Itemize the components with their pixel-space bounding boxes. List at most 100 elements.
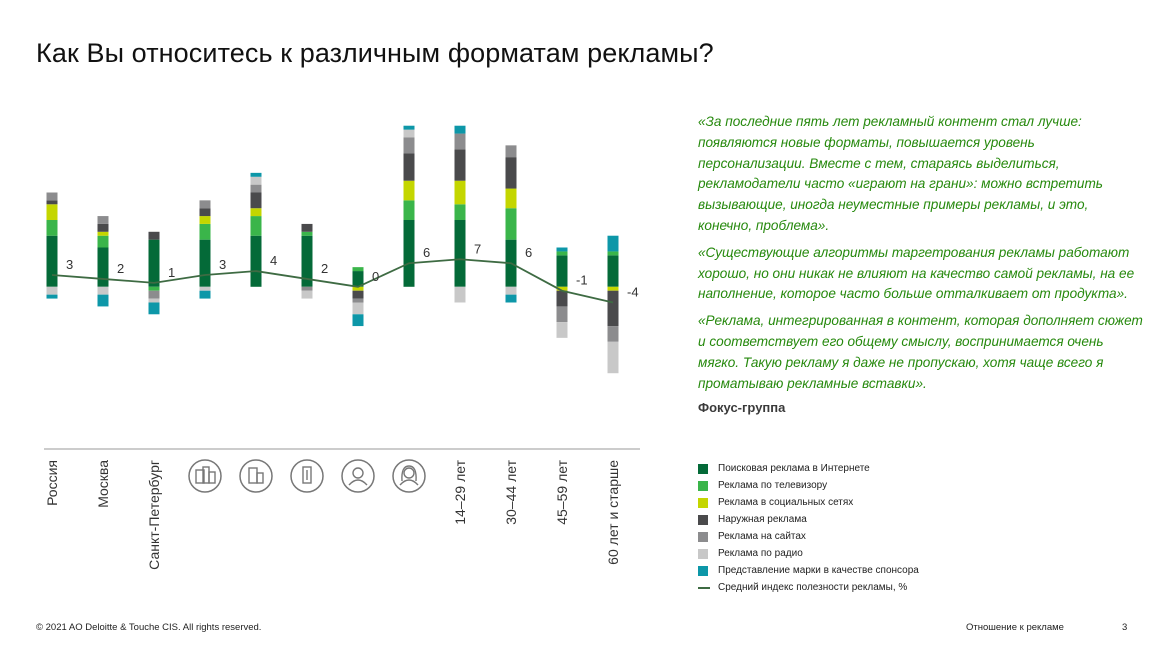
bar-segment-1-4 — [46, 200, 58, 205]
bar-segment-1-1 — [46, 235, 58, 287]
bar-segment-5-3 — [250, 208, 262, 217]
legend-swatch-5 — [698, 531, 708, 542]
legend-item-1: Поисковая реклама в Интернете — [698, 460, 919, 477]
bar-segment-4-4 — [199, 208, 211, 217]
bar-segment-3-1 — [148, 239, 160, 287]
bar-segment-4-7 — [199, 290, 211, 299]
legend-swatch-3 — [698, 497, 708, 508]
bar-segment-7-6 — [352, 302, 364, 315]
bar-segment-9-1 — [454, 220, 466, 287]
medium-city-icon-part-2 — [256, 472, 264, 484]
bar-segment-12-7 — [607, 235, 619, 252]
quote-source: Фокус-группа — [698, 400, 786, 416]
bar-segment-5-4 — [250, 192, 262, 209]
bar-segment-5-2 — [250, 216, 262, 236]
bar-segment-7-5 — [352, 298, 364, 303]
line-value-label-1: 3 — [66, 257, 73, 272]
male-icon-body — [348, 479, 368, 486]
male-icon-ring — [341, 459, 375, 493]
line-value-label-3: 1 — [168, 265, 175, 280]
bar-segment-2-7 — [97, 294, 109, 307]
bar-segment-2-6 — [97, 286, 109, 295]
bar-segment-6-6 — [301, 290, 313, 299]
line-value-label-4: 3 — [219, 257, 226, 272]
bar-segment-8-2 — [403, 200, 415, 220]
bar-segment-3-5 — [148, 290, 160, 299]
page-number: 3 — [1122, 622, 1128, 633]
bar-segment-7-1 — [352, 271, 364, 287]
line-value-label-11: -1 — [576, 273, 588, 288]
category-label-10: 30–44 лет — [503, 459, 519, 524]
bar-segment-6-2 — [301, 231, 313, 236]
bar-segment-9-2 — [454, 204, 466, 220]
bar-segment-4-2 — [199, 223, 211, 240]
legend-line-swatch — [698, 586, 710, 589]
bar-segment-4-3 — [199, 216, 211, 224]
female-icon-head — [403, 467, 415, 479]
legend-label-5: Реклама на сайтах — [718, 531, 806, 542]
line-value-label-9: 7 — [474, 241, 481, 256]
bar-segment-9-4 — [454, 149, 466, 181]
bar-segment-11-3 — [556, 286, 568, 291]
bar-segment-5-5 — [250, 184, 262, 193]
category-label-1: Россия — [44, 460, 60, 506]
bar-segment-12-1 — [607, 255, 619, 287]
bar-segment-3-7 — [148, 302, 160, 315]
bar-segment-8-3 — [403, 180, 415, 201]
bar-segment-2-2 — [97, 235, 109, 248]
bar-segment-10-2 — [505, 208, 517, 240]
medium-city-icon — [239, 459, 273, 493]
bar-segment-5-6 — [250, 176, 262, 185]
legend-item-line: Средний индекс полезности рекламы, % — [698, 579, 919, 596]
female-icon — [392, 459, 426, 493]
line-value-label-2: 2 — [117, 261, 124, 276]
bar-segment-8-6 — [403, 129, 415, 138]
quote-2: «Существующие алгоритмы таргетрования ре… — [698, 244, 1135, 302]
legend-swatch-2 — [698, 480, 708, 491]
category-label-3: Санкт-Петербург — [146, 460, 162, 570]
bar-segment-11-5 — [556, 306, 568, 323]
bar-segment-10-5 — [505, 145, 517, 158]
bar-segment-7-4 — [352, 290, 364, 299]
bar-segment-1-7 — [46, 294, 58, 299]
legend-item-2: Реклама по телевизору — [698, 477, 919, 494]
bar-segment-1-5 — [46, 192, 58, 201]
medium-city-icon-part-1 — [248, 467, 258, 484]
bar-segment-8-7 — [403, 125, 415, 130]
bar-segment-11-7 — [556, 247, 568, 252]
bar-segment-11-1 — [556, 255, 568, 287]
legend-item-3: Реклама в социальных сетях — [698, 494, 919, 511]
footer-section-title: Отношение к рекламе — [966, 622, 1064, 633]
bar-segment-12-5 — [607, 326, 619, 342]
male-icon — [341, 459, 375, 493]
line-value-label-5: 4 — [270, 253, 277, 268]
bar-segment-10-6 — [505, 286, 517, 295]
small-city-icon-ring — [290, 459, 324, 493]
line-value-label-12: -4 — [627, 285, 639, 300]
quote-1: «За последние пять лет рекламный контент… — [698, 114, 1103, 233]
bar-segment-7-3 — [352, 286, 364, 291]
bar-segment-1-6 — [46, 286, 58, 295]
stacked-bar-chart: 3 2 1 3 4 2 0 6 7 6 -1 -4 Россия Москва Санкт-Петербур… — [44, 125, 640, 570]
large-city-icon-ring — [188, 459, 222, 493]
bar-segment-9-6 — [454, 286, 466, 303]
bar-segment-3-2 — [148, 286, 160, 291]
chart-legend: Поисковая реклама в Интернете Реклама по … — [698, 460, 919, 596]
line-value-label-7: 0 — [372, 269, 379, 284]
category-label-9: 14–29 лет — [452, 459, 468, 524]
small-city-icon-part-1 — [302, 466, 312, 484]
category-label-2: Москва — [95, 460, 111, 508]
bar-segment-2-5 — [97, 216, 109, 224]
legend-swatch-4 — [698, 514, 708, 525]
bar-segment-1-2 — [46, 220, 58, 236]
bar-segment-11-4 — [556, 290, 568, 307]
legend-item-7: Представление марки в качестве спонсора — [698, 562, 919, 579]
bar-segment-4-5 — [199, 200, 211, 209]
bar-segment-5-7 — [250, 172, 262, 177]
bar-segment-1-3 — [46, 204, 58, 220]
category-label-12: 60 лет и старше — [605, 460, 621, 565]
bar-segment-8-5 — [403, 137, 415, 154]
bar-segment-7-2 — [352, 267, 364, 272]
bar-segment-10-3 — [505, 188, 517, 209]
footer-copyright: © 2021 AO Deloitte & Touche CIS. All rig… — [36, 622, 262, 633]
